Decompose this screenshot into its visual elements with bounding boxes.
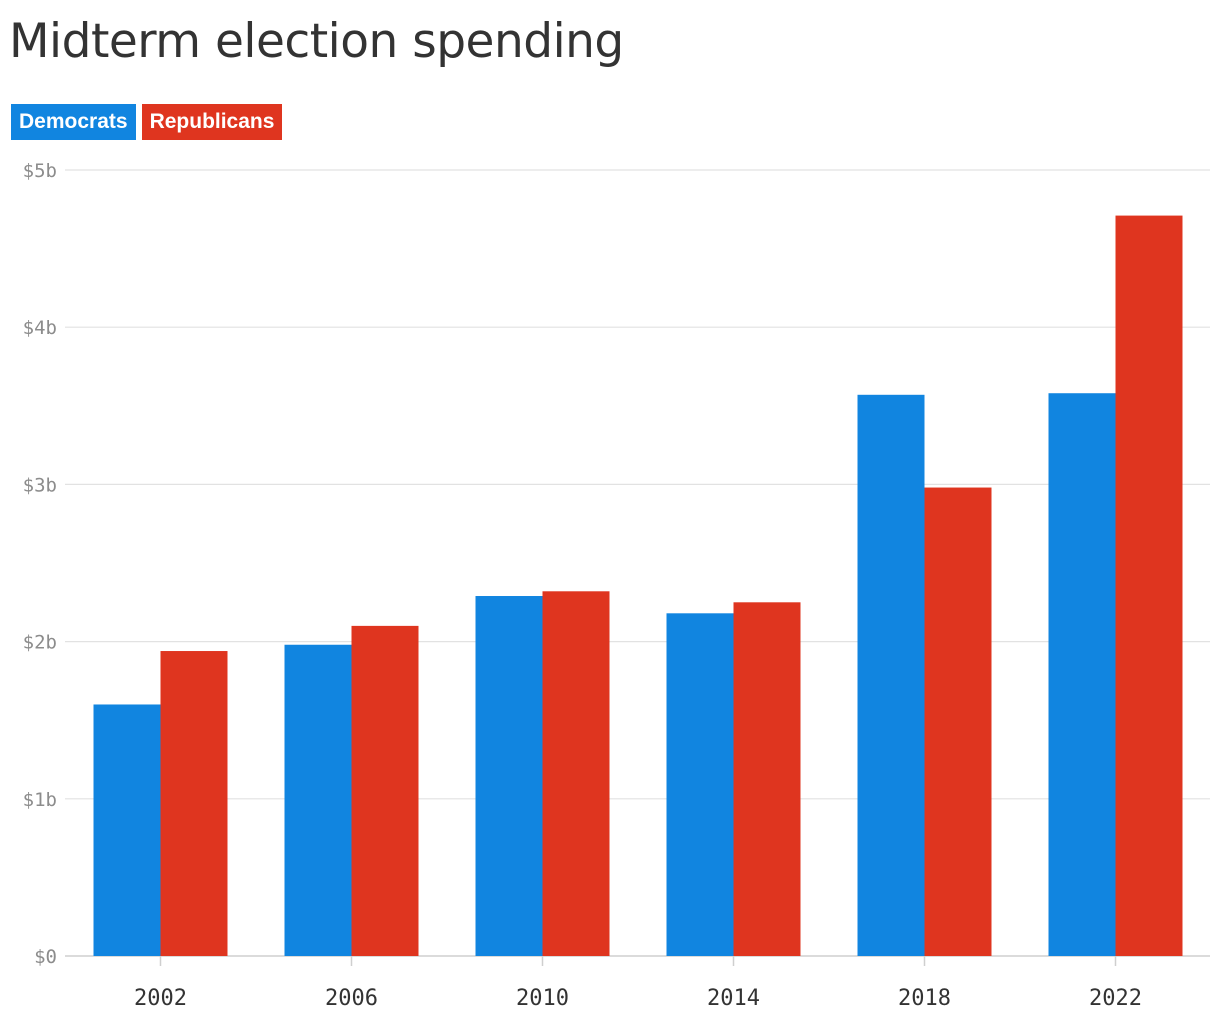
x-tick-label: 2006 [325,986,378,1011]
bar-republicans-2022 [1115,215,1183,956]
bar-republicans-2002 [160,651,228,956]
x-tick-label: 2010 [516,986,569,1011]
y-tick-label: $4b [23,317,57,339]
grid-lines [65,169,1210,957]
legend-item-democrats: Democrats [11,104,136,140]
y-tick-label: $2b [23,632,57,654]
bar-republicans-2006 [351,625,419,956]
bar-democrats-2002 [93,704,161,956]
y-tick-label: $5b [23,160,57,182]
legend-item-republicans: Republicans [141,104,283,140]
bar-democrats-2018 [857,394,925,956]
bar-democrats-2022 [1048,393,1116,956]
x-tick-label: 2022 [1089,986,1142,1011]
bar-republicans-2018 [924,487,992,956]
bar-democrats-2014 [666,613,734,956]
legend: Democrats Republicans [11,104,283,140]
bar-democrats-2010 [475,596,543,956]
bar-republicans-2014 [733,602,801,956]
x-tick-label: 2018 [898,986,951,1011]
y-tick-label: $3b [23,474,57,496]
y-tick-label: $1b [23,789,57,811]
chart-title: Midterm election spending [9,14,624,69]
bars [93,215,1183,956]
x-tick-label: 2014 [707,986,760,1011]
bar-republicans-2010 [542,591,610,956]
y-tick-label: $0 [34,946,57,968]
axes: $0 $1b $2b $3b $4b $5b 2002 2006 2010 2014 2018 202… [23,160,1142,1011]
bar-democrats-2006 [284,644,352,956]
x-tick-label: 2002 [134,986,187,1011]
